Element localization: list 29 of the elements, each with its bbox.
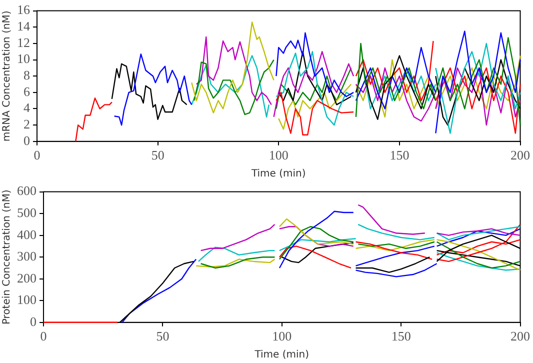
- x-tick-label: 200: [510, 328, 530, 344]
- y-tick-label: 0: [24, 132, 30, 148]
- y-tick-label: 16: [17, 2, 30, 18]
- y-tick-label: 100: [17, 292, 36, 308]
- x-tick-label: 50: [151, 148, 164, 163]
- y-tick-label: 6: [24, 84, 30, 99]
- y-tick-label: 300: [17, 248, 36, 264]
- y-axis-title: Protein Concentration (nM): [2, 190, 13, 325]
- y-tick-label: 500: [17, 204, 36, 220]
- x-axis-title: Time (min): [254, 350, 310, 361]
- y-tick-label: 4: [24, 100, 30, 116]
- y-tick-label: 600: [17, 183, 36, 198]
- x-tick-label: 50: [156, 328, 170, 344]
- y-tick-label: 400: [17, 226, 36, 242]
- x-tick-label: 0: [40, 328, 47, 344]
- x-tick-label: 100: [268, 148, 288, 163]
- y-tick-label: 12: [17, 34, 30, 50]
- y-tick-label: 2: [24, 116, 30, 132]
- y-tick-label: 8: [24, 68, 30, 83]
- y-tick-label: 14: [17, 18, 30, 34]
- x-tick-label: 150: [391, 328, 411, 344]
- x-tick-label: 200: [510, 148, 530, 163]
- x-axis-title: Time (min): [250, 168, 306, 180]
- y-axis-title: mRNA Concentration (nM): [2, 10, 13, 142]
- y-tick-label: 0: [30, 314, 36, 329]
- x-tick-label: 150: [390, 148, 410, 163]
- y-tick-label: 10: [17, 51, 30, 66]
- x-tick-label: 100: [272, 328, 292, 344]
- y-tick-label: 200: [17, 270, 36, 286]
